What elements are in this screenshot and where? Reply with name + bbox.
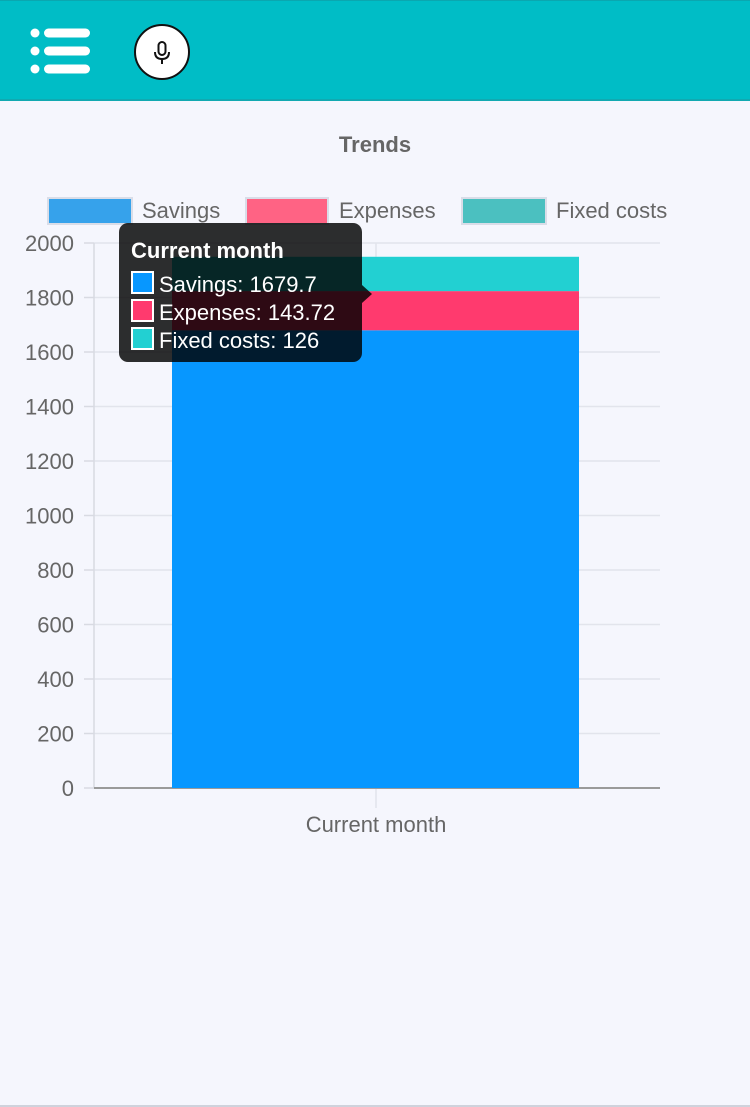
tooltip-line-1: Expenses: 143.72 [159, 300, 335, 325]
legend-label-2: Fixed costs [556, 198, 667, 223]
x-tick-label-0: Current month [306, 812, 447, 837]
y-tick-label-7: 1400 [25, 395, 74, 420]
y-tick-label-1: 200 [37, 722, 74, 747]
top-bar [0, 0, 750, 101]
tooltip-box [119, 223, 362, 362]
tooltip-title: Current month [131, 238, 284, 263]
microphone-button[interactable] [134, 24, 190, 80]
tooltip-line-0: Savings: 1679.7 [159, 272, 317, 297]
microphone-icon [154, 41, 170, 64]
y-tick-label-8: 1600 [25, 340, 74, 365]
bar-savings [172, 330, 579, 788]
legend-label-1: Expenses [339, 198, 436, 223]
y-tick-label-5: 1000 [25, 504, 74, 529]
legend-swatch-1 [245, 197, 329, 225]
chart-title: Trends [339, 132, 411, 157]
legend-swatch-0 [47, 197, 133, 225]
list-menu-icon[interactable] [26, 23, 94, 79]
trends-chart: Trends Savings Expenses Fixed costs 0 200 400 6… [0, 101, 750, 901]
bottom-divider [0, 1105, 750, 1107]
y-tick-label-0: 0 [62, 776, 74, 801]
y-tick-label-4: 800 [37, 558, 74, 583]
chart-canvas: Trends Savings Expenses Fixed costs 0 200 400 6… [25, 132, 667, 837]
tooltip-swatch-0 [131, 271, 154, 294]
y-tick-label-6: 1200 [25, 449, 74, 474]
tooltip-caret [362, 285, 372, 303]
y-tick-label-3: 600 [37, 613, 74, 638]
tooltip-swatch-2 [131, 327, 154, 350]
tooltip-swatch-1 [131, 299, 154, 322]
y-tick-label-2: 400 [37, 667, 74, 692]
y-tick-label-10: 2000 [25, 231, 74, 256]
y-tick-label-9: 1800 [25, 286, 74, 311]
legend-swatch-2 [461, 197, 547, 225]
legend-label-0: Savings [142, 198, 220, 223]
tooltip-line-2: Fixed costs: 126 [159, 328, 319, 353]
